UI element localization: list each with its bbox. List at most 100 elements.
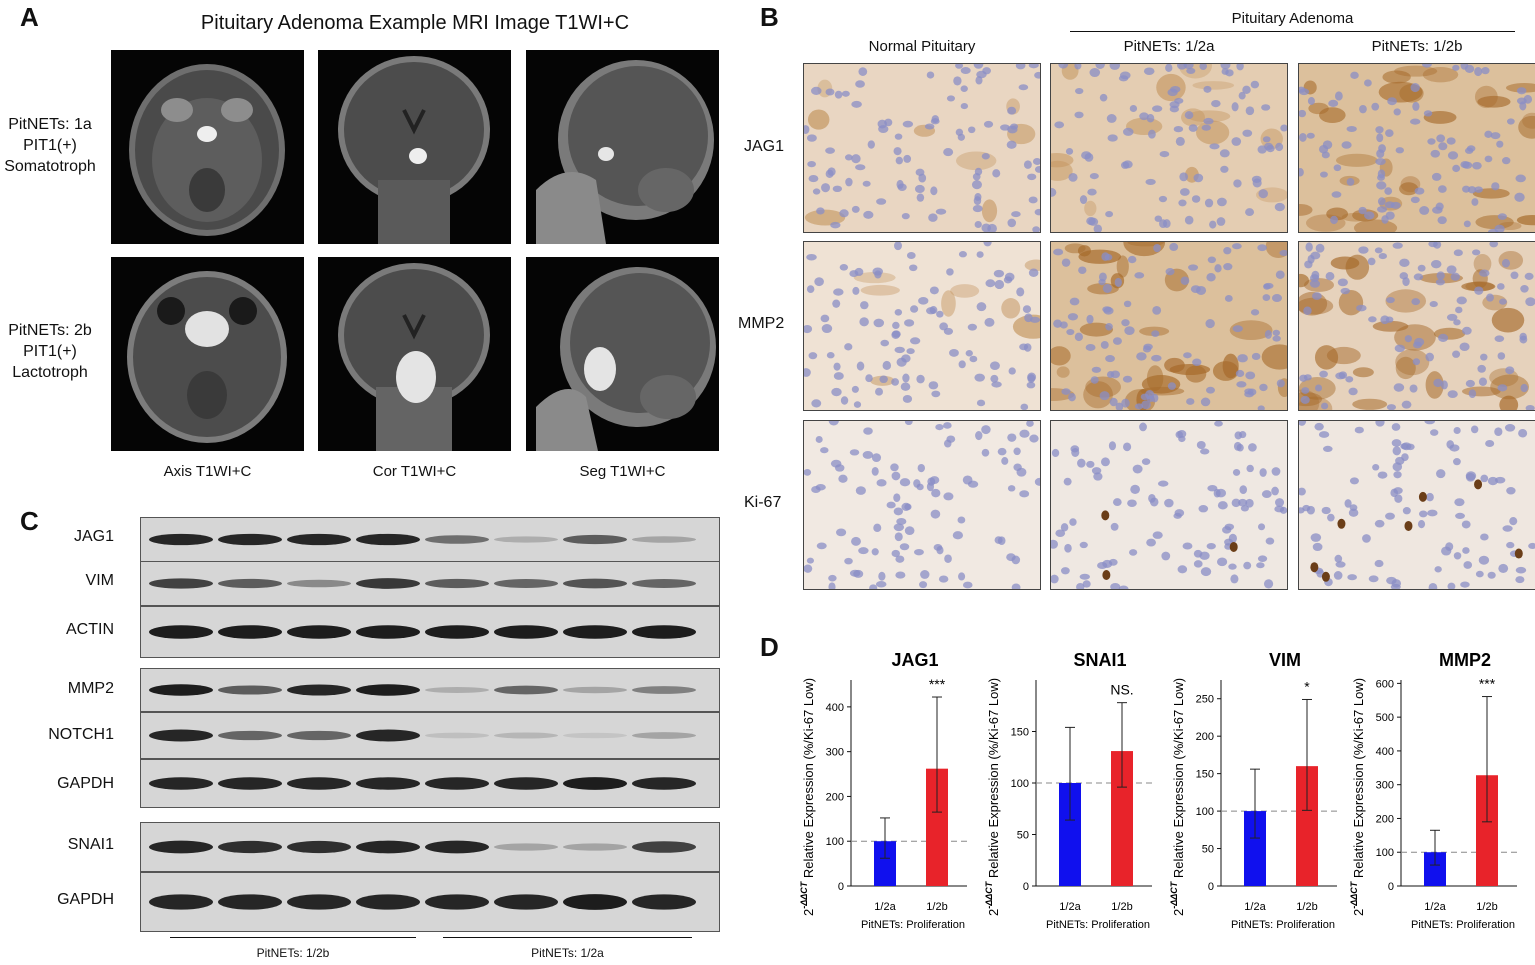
- mri-col-axis-label: Axis T1WI+C: [163, 463, 252, 480]
- mri-row-2-label: PitNETs: 2b PIT1(+) Lactotroph: [8, 322, 92, 381]
- chart-title: JAG1: [891, 650, 938, 670]
- ihc-image-normal-mmp2: [803, 241, 1041, 411]
- wb-label-jag1: JAG1: [73, 528, 114, 545]
- group-line-1-2b: [170, 937, 416, 938]
- wb-strip-notch1: [140, 712, 720, 759]
- ihc-image-1-2b-jag1: [1298, 63, 1535, 233]
- y-tick-label: 150: [1011, 727, 1029, 739]
- y-tick-label: 200: [1196, 731, 1214, 743]
- y-tick-label: 50: [1017, 830, 1029, 842]
- x-tick-label: 1/2a: [1244, 901, 1266, 913]
- group-label-1-2a: PitNETs: 1/2a: [531, 946, 604, 960]
- y-axis-label: 2-ΔΔCT Relative Expression (%/Ki-67 Low): [1169, 678, 1186, 916]
- wb-label-snai1: SNAI1: [67, 836, 114, 853]
- x-tick-label: 1/2b: [926, 901, 947, 913]
- chart-title: VIM: [1269, 650, 1301, 670]
- wb-strip-gapdh-2: [140, 872, 720, 932]
- bar-1/2a: [874, 841, 896, 886]
- panel-d-letter: D: [760, 632, 779, 662]
- wb-strip-vim: [140, 561, 720, 606]
- y-tick-label: 100: [1376, 847, 1394, 859]
- wb-strip-mmp2: [140, 668, 720, 712]
- y-tick-label: 100: [1011, 778, 1029, 790]
- y-tick-label: 0: [1208, 881, 1214, 893]
- significance-label: NS.: [1110, 682, 1133, 698]
- ihc-row-mmp2: MMP2: [738, 315, 785, 332]
- y-tick-label: 0: [1023, 881, 1029, 893]
- pituitary-adenoma-group-label: Pituitary Adenoma: [1231, 10, 1354, 27]
- wb-label-gapdh-1: GAPDH: [57, 775, 114, 792]
- y-tick-label: 150: [1196, 769, 1214, 781]
- bar-1/2b: [1476, 775, 1498, 886]
- y-tick-label: 400: [826, 702, 844, 714]
- x-tick-label: 1/2b: [1111, 901, 1132, 913]
- wb-label-notch1: NOTCH1: [48, 726, 114, 743]
- y-tick-label: 0: [838, 881, 844, 893]
- ihc-image-1-2a-jag1: [1050, 63, 1288, 233]
- bar-1/2a: [1059, 783, 1081, 886]
- wb-strip-gapdh-1: [140, 759, 720, 808]
- ihc-row-jag1: JAG1: [744, 138, 785, 155]
- y-tick-label: 100: [826, 836, 844, 848]
- chart-title: MMP2: [1439, 650, 1491, 670]
- chart-title: SNAI1: [1073, 650, 1126, 670]
- ihc-image-normal-jag1: [803, 63, 1041, 233]
- mri-coronal-row2: [318, 257, 511, 451]
- bar-1/2b: [1111, 751, 1133, 886]
- ihc-image-1-2a-ki67: [1050, 420, 1288, 590]
- y-tick-label: 100: [1196, 806, 1214, 818]
- y-axis-label: 2-ΔΔCT Relative Expression (%/Ki-67 Low): [984, 678, 1001, 916]
- ihc-image-normal-ki67: [803, 420, 1041, 590]
- y-tick-label: 200: [826, 791, 844, 803]
- mri-sagittal-row1: [526, 50, 719, 244]
- y-tick-label: 300: [1376, 780, 1394, 792]
- wb-label-gapdh-2: GAPDH: [57, 891, 114, 908]
- y-axis-label: 2-ΔΔCT Relative Expression (%/Ki-67 Low): [1349, 678, 1366, 916]
- mri-sagittal-row2: [526, 257, 719, 451]
- ihc-col-1-2b: PitNETs: 1/2b: [1371, 38, 1463, 55]
- mri-col-seg-label: Seg T1WI+C: [579, 463, 666, 480]
- significance-label: ***: [1479, 676, 1496, 692]
- bar-1/2a: [1424, 852, 1446, 886]
- ihc-row-ki67: Ki-67: [744, 494, 782, 511]
- bar-1/2b: [1296, 766, 1318, 886]
- panel-c-letter: C: [20, 506, 39, 536]
- y-tick-label: 200: [1376, 813, 1394, 825]
- wb-strip-actin: [140, 606, 720, 658]
- wb-strip-snai1: [140, 822, 720, 872]
- x-tick-label: 1/2a: [874, 901, 896, 913]
- group-label-1-2b: PitNETs: 1/2b: [256, 946, 330, 960]
- y-tick-label: 0: [1388, 881, 1394, 893]
- mri-axial-row2: [111, 257, 304, 451]
- y-tick-label: 250: [1196, 694, 1214, 706]
- panel-a-title: Pituitary Adenoma Example MRI Image T1WI…: [200, 12, 630, 34]
- x-tick-label: 1/2a: [1059, 901, 1081, 913]
- mri-coronal-row1: [318, 50, 511, 244]
- y-tick-label: 300: [826, 747, 844, 759]
- x-tick-label: 1/2a: [1424, 901, 1446, 913]
- x-tick-label: 1/2b: [1296, 901, 1317, 913]
- bar-chart-jag1: JAG1 0 100 200 300 400 1/2a 1/2b *** PitNETs: Pro…: [795, 640, 985, 960]
- y-axis-label: 2-ΔΔCT Relative Expression (%/Ki-67 Low): [799, 678, 816, 916]
- ihc-col-normal: Normal Pituitary: [868, 38, 976, 55]
- mri-row-1-label: PitNETs: 1a PIT1(+) Somatotroph: [4, 116, 96, 175]
- x-axis-label: PitNETs: Proliferation: [1231, 919, 1335, 931]
- panel-b-letter: B: [760, 2, 779, 32]
- significance-label: *: [1304, 678, 1310, 694]
- x-axis-label: PitNETs: Proliferation: [1046, 919, 1150, 931]
- x-axis-label: PitNETs: Proliferation: [861, 919, 965, 931]
- significance-label: ***: [929, 676, 946, 692]
- ihc-col-1-2a: PitNETs: 1/2a: [1123, 38, 1215, 55]
- bar-1/2b: [926, 768, 948, 886]
- ihc-image-1-2b-mmp2: [1298, 241, 1535, 411]
- group-divider-line: [1070, 31, 1515, 32]
- y-tick-label: 400: [1376, 746, 1394, 758]
- wb-label-actin: ACTIN: [66, 621, 114, 638]
- group-line-1-2a: [443, 937, 692, 938]
- x-axis-label: PitNETs: Proliferation: [1411, 919, 1515, 931]
- y-tick-label: 500: [1376, 712, 1394, 724]
- ihc-image-1-2a-mmp2: [1050, 241, 1288, 411]
- bar-chart-mmp2: MMP2 0 100 200 300 400 500 600 1/2a 1/2b *** PitNET…: [1345, 640, 1535, 960]
- bar-chart-vim: VIM 0 50 100 150 200 250 1/2a 1/2b * PitNETs: Prol…: [1165, 640, 1355, 960]
- mri-col-cor-label: Cor T1WI+C: [372, 463, 457, 480]
